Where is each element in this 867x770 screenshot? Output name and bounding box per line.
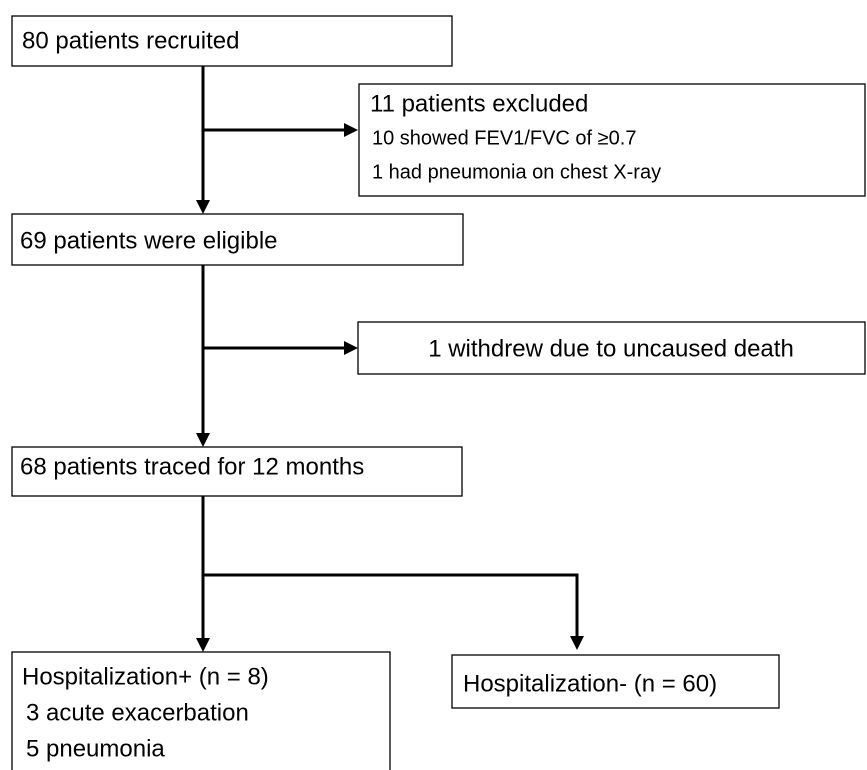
box bbox=[11, 15, 453, 67]
node-title: 11 patients excluded bbox=[370, 90, 588, 117]
node-text: Hospitalization- (n = 60) bbox=[463, 670, 717, 697]
node-text: 69 patients were eligible bbox=[20, 227, 278, 254]
box bbox=[357, 321, 866, 375]
connectors bbox=[196, 66, 584, 652]
arrow-head bbox=[196, 200, 210, 214]
node-title: Hospitalization+ (n = 8) bbox=[22, 663, 269, 690]
box bbox=[11, 213, 464, 266]
box bbox=[358, 83, 866, 197]
arrow-head bbox=[196, 638, 210, 652]
node-text: 3 acute exacerbation bbox=[26, 699, 249, 726]
box bbox=[11, 651, 391, 770]
node-text: 1 had pneumonia on chest X-ray bbox=[372, 161, 661, 183]
node-text: 80 patients recruited bbox=[22, 27, 239, 54]
node-text: 10 showed FEV1/FVC of ≥0.7 bbox=[372, 127, 636, 149]
box bbox=[11, 446, 463, 497]
node-text: 68 patients traced for 12 months bbox=[20, 453, 364, 480]
box bbox=[451, 654, 780, 709]
arrow-head bbox=[344, 341, 358, 355]
node-text: 1 withdrew due to uncaused death bbox=[428, 335, 794, 362]
arrow-head bbox=[344, 123, 358, 137]
arrow-head bbox=[196, 433, 210, 447]
node-text: 5 pneumonia bbox=[26, 735, 165, 762]
arrow-head bbox=[570, 636, 584, 650]
